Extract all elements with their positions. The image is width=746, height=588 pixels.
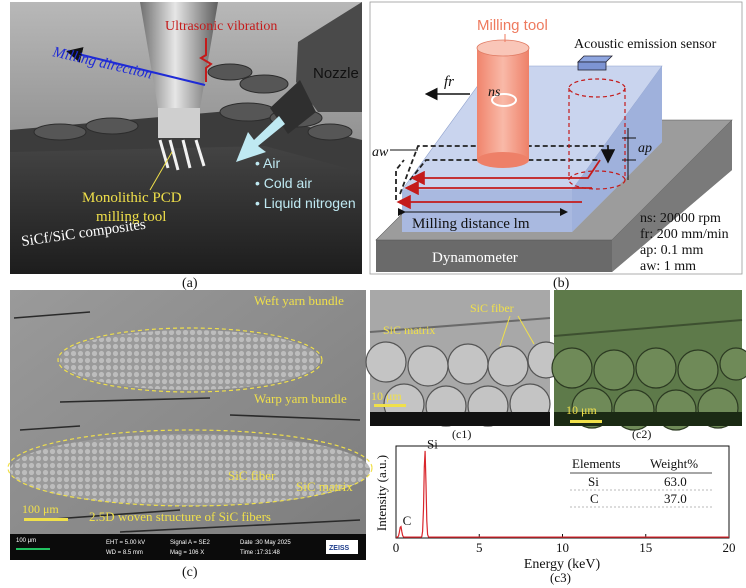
info-signal: Signal A = SE2 — [170, 540, 211, 546]
warp-bundle-outline — [7, 429, 373, 507]
c1-scale-label: 10 μm — [371, 389, 402, 403]
tool-leader-line — [149, 151, 173, 191]
aw-label: aw — [372, 145, 389, 160]
nozzle-label: Nozzle — [313, 65, 359, 82]
dynamometer-side — [612, 120, 732, 272]
panel-c-label: (c) — [182, 565, 198, 580]
peak-label-si: Si — [427, 437, 438, 452]
weft-label: Weft yarn bundle — [254, 293, 344, 308]
brand-text: ZEISS — [329, 545, 350, 552]
scale-bar — [24, 518, 68, 521]
param-ns: ns: 20000 rpm — [640, 211, 721, 226]
panel-c1: SiC fiber SiC matrix 10 μm (c1) — [365, 290, 565, 441]
coolant-arrow — [236, 116, 285, 162]
dynamometer-label: Dynamometer — [432, 250, 518, 266]
weft-bundle-texture — [60, 330, 320, 390]
c2-scale-label: 10 μm — [566, 403, 597, 417]
info-date: Date :30 May 2025 — [240, 540, 291, 546]
workpiece-side — [572, 66, 662, 232]
y-axis-label: Intensity (a.u.) — [374, 455, 389, 531]
param-fr: fr: 200 mm/min — [640, 227, 729, 242]
panel-c2-label: (c2) — [632, 427, 651, 441]
milling-distance-label: Milling distance lm — [412, 216, 530, 232]
tool-ghost-body — [568, 88, 626, 180]
x-axis-label: Energy (keV) — [524, 557, 601, 572]
panel-b-label: (b) — [553, 276, 570, 291]
c1-scale-bar — [374, 404, 406, 407]
info-eht: EHT = 5.00 kV — [106, 540, 145, 546]
panel-a-label: (a) — [182, 276, 198, 291]
milling-tool-body — [140, 2, 218, 108]
panel-a: Milling direction Ultrasonic vibration N… — [10, 2, 362, 291]
chart-frame — [395, 445, 730, 539]
panel-c3: 0 5 10 15 20 C Si Intensity (a.u.) Energy (ke… — [374, 437, 736, 585]
sic-fiber-label: SiC fiber — [228, 468, 276, 483]
nozzle-body — [296, 2, 362, 112]
scale-label: 100 μm — [22, 502, 59, 516]
panel-c: Weft yarn bundle Warp yarn bundle SiC fi… — [7, 290, 373, 580]
peak-label-c: C — [403, 513, 412, 528]
acoustic-sensor-label: Acoustic emission sensor — [574, 37, 717, 52]
panel-b: Dynamometer Acoustic emission sensor Mil… — [369, 1, 743, 291]
coolant-air: • Air — [255, 155, 280, 171]
rotation-icon — [491, 93, 517, 107]
milling-tool-shank — [158, 108, 200, 138]
panel-c3-label: (c3) — [550, 570, 571, 585]
c2-scale-bar — [570, 420, 602, 423]
x-tick-label: 5 — [476, 540, 483, 555]
table-row-weight: 63.0 — [664, 474, 687, 489]
zeiss-logo — [326, 540, 358, 554]
param-aw: aw: 1 mm — [640, 259, 696, 274]
milling-tool-cylinder — [477, 48, 529, 160]
c1-info-bar — [370, 412, 550, 426]
panel-c1-label: (c1) — [452, 427, 471, 441]
table-header-weight: Weight% — [650, 456, 698, 471]
info-wd: WD = 8.5 mm — [106, 550, 143, 556]
table-header-elements: Elements — [572, 456, 620, 471]
sem-info-bar — [10, 534, 366, 560]
milling-direction-arrow — [66, 47, 206, 86]
x-tick-label: 10 — [556, 540, 569, 555]
table-row-element: Si — [588, 474, 599, 489]
milling-tool-teeth — [158, 139, 206, 171]
x-axis-ticks: 0 5 10 15 20 — [393, 534, 736, 555]
weft-bundle-outline — [57, 327, 323, 393]
c1-matrix-label: SiC matrix — [383, 323, 435, 337]
milling-tool-label: Milling tool — [477, 17, 548, 34]
acoustic-sensor-icon — [577, 55, 613, 63]
coolant-liquid-nitrogen: • Liquid nitrogen — [255, 195, 356, 211]
table-row-weight: 37.0 — [664, 491, 687, 506]
ap-label: ap — [638, 141, 652, 156]
woven-label: 2.5D woven structure of SiC fibers — [89, 509, 271, 524]
tool-label-line2: milling tool — [96, 209, 166, 225]
x-tick-label: 20 — [723, 540, 736, 555]
ultrasonic-label: Ultrasonic vibration — [165, 19, 277, 34]
info-mag: Mag = 106 X — [170, 550, 204, 556]
panel-c2: 10 μm (c2) — [551, 290, 746, 441]
composite-block — [10, 145, 362, 274]
info-scale: 100 μm — [16, 538, 36, 544]
table-row-element: C — [590, 491, 599, 506]
info-time: Time :17:31:48 — [240, 550, 280, 556]
param-ap: ap: 0.1 mm — [640, 243, 703, 258]
peak-labels: C Si — [403, 437, 439, 528]
spectrum-line — [396, 450, 729, 538]
c1-fiber-label: SiC fiber — [470, 301, 514, 315]
fr-label: fr — [444, 74, 454, 90]
tool-label-line1: Monolithic PCD — [82, 190, 182, 206]
coolant-cold-air: • Cold air — [255, 175, 312, 191]
sic-matrix-label: SiC matrix — [296, 479, 353, 494]
x-tick-label: 0 — [393, 540, 400, 555]
ns-label: ns — [488, 85, 501, 100]
warp-bundle-texture — [10, 434, 370, 506]
vibration-icon — [199, 38, 213, 82]
x-tick-label: 15 — [639, 540, 652, 555]
warp-label: Warp yarn bundle — [254, 391, 347, 406]
